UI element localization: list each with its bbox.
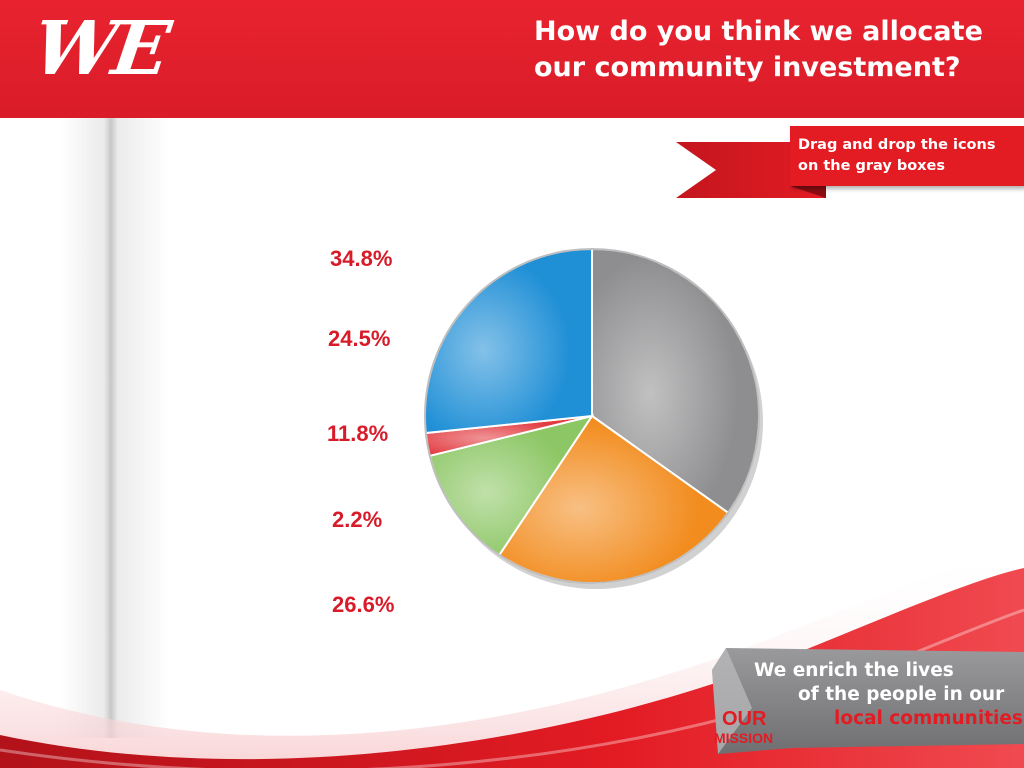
mission-line-3: local communities — [834, 708, 1023, 729]
ribbon-tail-icon — [676, 142, 826, 198]
pie-chart — [424, 247, 763, 589]
mission-panel — [712, 648, 1024, 754]
pie-slice-highlight-3 — [429, 416, 592, 555]
page-title: How do you think we allocate our communi… — [534, 14, 1004, 86]
pie-label-5: 26.6% — [332, 592, 395, 617]
pie-rim — [424, 248, 760, 584]
instruction-line-2: on the gray boxes — [798, 158, 945, 174]
mission-badge-mission: MISSION — [714, 730, 774, 746]
title-line-1: How do you think we allocate — [534, 16, 983, 47]
pie-slice-highlight-5 — [425, 248, 592, 434]
header-bar: WE How do you think we allocate our comm… — [0, 0, 1024, 118]
left-shade-line — [104, 118, 118, 738]
pie-slice-highlight-1 — [592, 249, 760, 513]
pie-label-4: 2.2% — [332, 507, 383, 532]
instruction-line-1: Drag and drop the icons — [798, 137, 996, 153]
title-line-2: our community investment? — [534, 52, 961, 83]
pie-slice-highlight-2 — [499, 416, 729, 583]
instruction-banner: Drag and drop the icons on the gray boxe… — [676, 124, 1024, 200]
mission-line-2: of the people in our — [798, 684, 1005, 705]
pie-label-3: 11.8% — [327, 421, 389, 446]
instruction-box: Drag and drop the icons on the gray boxe… — [790, 126, 1024, 186]
instruction-text: Drag and drop the icons on the gray boxe… — [798, 135, 1020, 177]
left-shade-decoration — [60, 118, 170, 738]
we-logo: WE — [27, 6, 172, 92]
pie-slice-highlight-4 — [425, 416, 592, 456]
mission-badge-our: OUR — [722, 708, 767, 730]
pie-label-2: 24.5% — [328, 326, 391, 351]
mission-line-1: We enrich the lives — [754, 660, 954, 681]
pie-label-1: 34.8% — [330, 246, 393, 271]
